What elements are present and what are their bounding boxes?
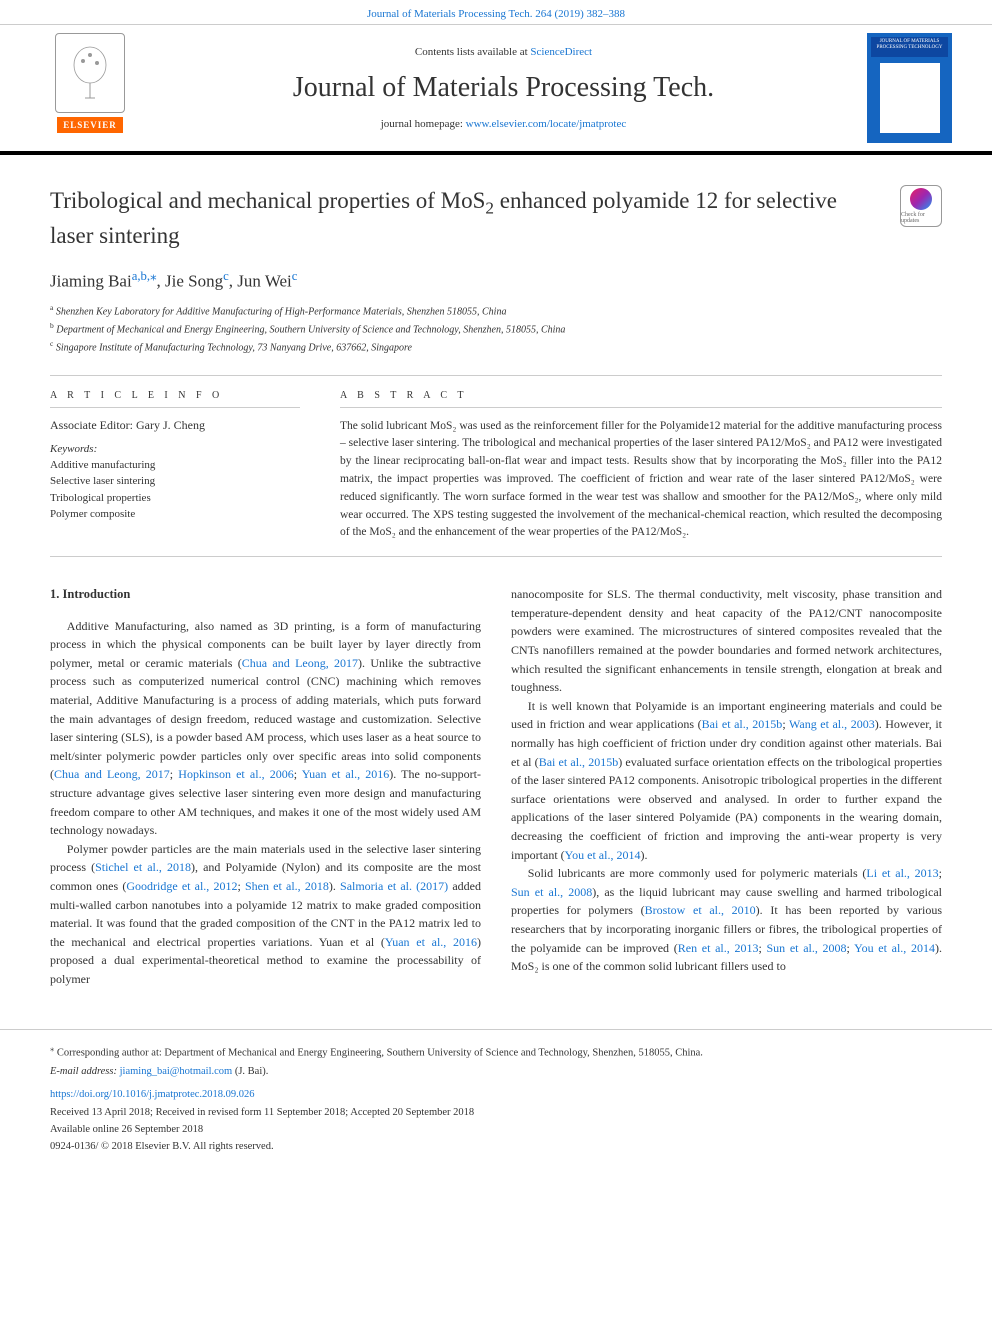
body-paragraph: nanocomposite for SLS. The thermal condu… bbox=[511, 585, 942, 697]
email-line: E-mail address: jiaming_bai@hotmail.com … bbox=[50, 1064, 942, 1081]
keyword: Polymer composite bbox=[50, 506, 300, 523]
elsevier-logo: ELSEVIER bbox=[40, 33, 140, 143]
associate-editor: Associate Editor: Gary J. Cheng bbox=[50, 418, 300, 433]
author-3: Jun Wei bbox=[237, 272, 292, 291]
affiliation-b: b Department of Mechanical and Energy En… bbox=[50, 320, 942, 338]
page-footer: ⁎ Corresponding author at: Department of… bbox=[0, 1029, 992, 1176]
article-title: Tribological and mechanical properties o… bbox=[50, 185, 880, 251]
check-updates-icon bbox=[910, 188, 932, 210]
journal-banner: ELSEVIER Contents lists available at Sci… bbox=[0, 24, 992, 155]
body-paragraph: Solid lubricants are more commonly used … bbox=[511, 864, 942, 976]
banner-center: Contents lists available at ScienceDirec… bbox=[160, 46, 847, 130]
keywords-label: Keywords: bbox=[50, 443, 300, 455]
affiliations: a Shenzhen Key Laboratory for Additive M… bbox=[50, 302, 942, 357]
article-info-rule bbox=[50, 407, 300, 408]
check-updates-button[interactable]: Check for updates bbox=[900, 185, 942, 227]
journal-cover-image bbox=[880, 63, 940, 133]
title-row: Tribological and mechanical properties o… bbox=[50, 185, 942, 251]
citation-link[interactable]: Chua and Leong, 2017 bbox=[242, 656, 358, 670]
body-paragraph: Polymer powder particles are the main ma… bbox=[50, 840, 481, 989]
author-1-aff[interactable]: a,b,⁎ bbox=[132, 269, 157, 283]
journal-cover-title: JOURNAL OF MATERIALS PROCESSING TECHNOLO… bbox=[871, 37, 948, 57]
article-info-column: A R T I C L E I N F O Associate Editor: … bbox=[50, 390, 300, 543]
citation-link[interactable]: Brostow et al., 2010 bbox=[645, 903, 756, 917]
body-paragraph: It is well known that Polyamide is an im… bbox=[511, 697, 942, 864]
citation-link[interactable]: Yuan et al., 2016 bbox=[302, 767, 389, 781]
keywords-list: Additive manufacturing Selective laser s… bbox=[50, 457, 300, 523]
elsevier-wordmark: ELSEVIER bbox=[57, 117, 123, 133]
abstract-heading: A B S T R A C T bbox=[340, 390, 942, 401]
corresponding-author: ⁎ Corresponding author at: Department of… bbox=[50, 1042, 942, 1062]
keyword: Tribological properties bbox=[50, 490, 300, 507]
check-updates-label: Check for updates bbox=[901, 212, 941, 224]
section-heading-intro: 1. Introduction bbox=[50, 585, 481, 604]
abstract-column: A B S T R A C T The solid lubricant MoS₂… bbox=[340, 390, 942, 543]
citation-link[interactable]: You et al., 2014 bbox=[565, 848, 641, 862]
citation-link[interactable]: Ren et al., 2013 bbox=[678, 941, 759, 955]
available-online: Available online 26 September 2018 bbox=[50, 1122, 942, 1139]
keyword: Additive manufacturing bbox=[50, 457, 300, 474]
elsevier-tree-icon bbox=[55, 33, 125, 113]
citation-link[interactable]: Li et al., 2013 bbox=[866, 866, 938, 880]
contents-available: Contents lists available at ScienceDirec… bbox=[160, 46, 847, 58]
author-2-aff[interactable]: c bbox=[223, 269, 229, 283]
citation-link[interactable]: Hopkinson et al., 2006 bbox=[178, 767, 293, 781]
body-column-right: nanocomposite for SLS. The thermal condu… bbox=[511, 585, 942, 988]
keyword: Selective laser sintering bbox=[50, 473, 300, 490]
authors-line: Jiaming Baia,b,⁎, Jie Songc, Jun Weic bbox=[50, 269, 942, 292]
author-3-aff[interactable]: c bbox=[292, 269, 298, 283]
journal-cover-thumbnail: JOURNAL OF MATERIALS PROCESSING TECHNOLO… bbox=[867, 33, 952, 143]
email-link[interactable]: jiaming_bai@hotmail.com bbox=[120, 1066, 233, 1077]
citation-link[interactable]: Stichel et al., 2018 bbox=[95, 860, 191, 874]
affiliation-a: a Shenzhen Key Laboratory for Additive M… bbox=[50, 302, 942, 320]
body-column-left: 1. Introduction Additive Manufacturing, … bbox=[50, 585, 481, 988]
citation-link[interactable]: Yuan et al., 2016 bbox=[385, 935, 477, 949]
journal-homepage-link[interactable]: www.elsevier.com/locate/jmatprotec bbox=[466, 118, 627, 130]
citation-link[interactable]: Bai et al., 2015b bbox=[702, 717, 783, 731]
citation-link[interactable]: Shen et al., 2018 bbox=[245, 879, 329, 893]
running-header-link[interactable]: Journal of Materials Processing Tech. 26… bbox=[367, 8, 625, 20]
abstract-rule bbox=[340, 407, 942, 408]
citation-link[interactable]: Chua and Leong, 2017 bbox=[54, 767, 170, 781]
affiliation-c: c Singapore Institute of Manufacturing T… bbox=[50, 338, 942, 356]
running-header: Journal of Materials Processing Tech. 26… bbox=[0, 0, 992, 24]
author-1: Jiaming Bai bbox=[50, 272, 132, 291]
doi-link[interactable]: https://doi.org/10.1016/j.jmatprotec.201… bbox=[50, 1087, 942, 1104]
citation-link[interactable]: Goodridge et al., 2012 bbox=[126, 879, 237, 893]
body-two-column: 1. Introduction Additive Manufacturing, … bbox=[50, 585, 942, 988]
citation-link[interactable]: Wang et al., 2003 bbox=[789, 717, 875, 731]
journal-homepage: journal homepage: www.elsevier.com/locat… bbox=[160, 118, 847, 130]
body-paragraph: Additive Manufacturing, also named as 3D… bbox=[50, 617, 481, 840]
article-content: Tribological and mechanical properties o… bbox=[0, 155, 992, 1029]
journal-name: Journal of Materials Processing Tech. bbox=[160, 72, 847, 104]
info-abstract-row: A R T I C L E I N F O Associate Editor: … bbox=[50, 375, 942, 558]
sciencedirect-link[interactable]: ScienceDirect bbox=[530, 46, 592, 58]
citation-link[interactable]: Sun et al., 2008 bbox=[766, 941, 846, 955]
citation-link[interactable]: Bai et al., 2015b bbox=[539, 755, 619, 769]
received-dates: Received 13 April 2018; Received in revi… bbox=[50, 1105, 942, 1122]
citation-link[interactable]: You et al., 2014 bbox=[854, 941, 935, 955]
author-2: Jie Song bbox=[165, 272, 223, 291]
citation-link[interactable]: Sun et al., 2008 bbox=[511, 885, 592, 899]
citation-link[interactable]: Salmoria et al. (2017) bbox=[340, 879, 448, 893]
abstract-text: The solid lubricant MoS₂ was used as the… bbox=[340, 418, 942, 543]
copyright-line: 0924-0136/ © 2018 Elsevier B.V. All righ… bbox=[50, 1139, 942, 1156]
article-info-heading: A R T I C L E I N F O bbox=[50, 390, 300, 401]
